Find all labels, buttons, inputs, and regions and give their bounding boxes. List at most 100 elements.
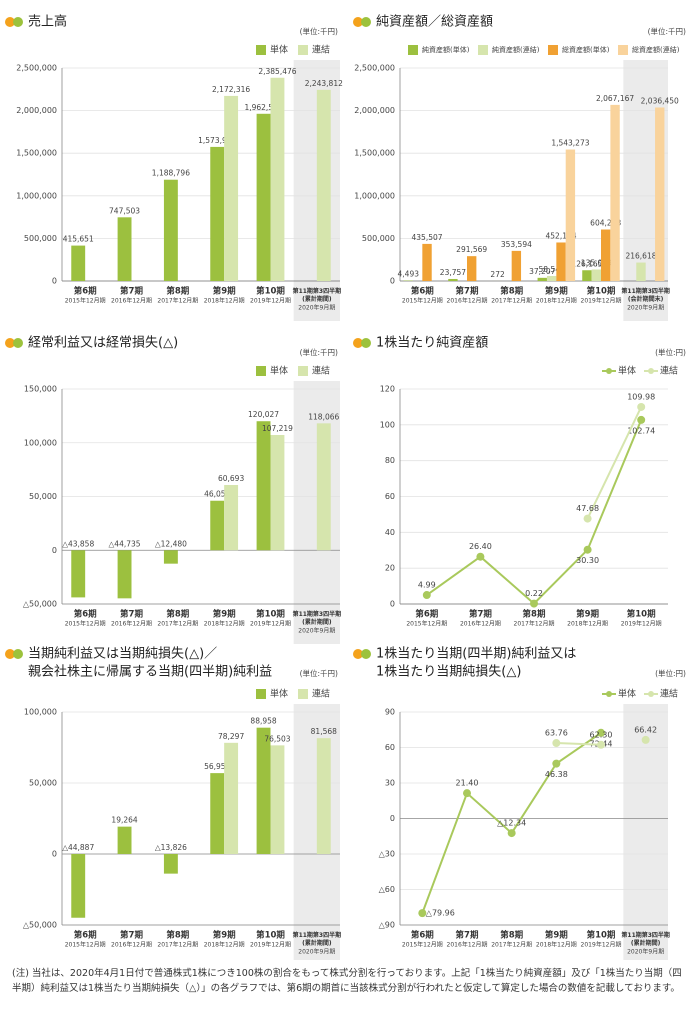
- legend-swatch: [606, 691, 612, 697]
- x-tick-label: 第10期: [256, 286, 285, 297]
- bar: [565, 149, 576, 281]
- x-tick-label: 第10期: [587, 930, 616, 941]
- y-tick-label: 2,000,000: [354, 106, 395, 115]
- y-tick-label: 1,500,000: [354, 149, 395, 158]
- x-tick-label: 第11期第3四半期(累計期間): [620, 931, 670, 947]
- y-tick-label: 2,000,000: [16, 106, 57, 115]
- chart-title: 1株当たり当期純損失(△): [376, 665, 521, 680]
- x-tick-label: 第8期: [166, 609, 189, 620]
- value-label: 58,546: [539, 265, 565, 274]
- x-tick-note: 2017年12月期: [157, 941, 198, 949]
- legend-label: 単体: [270, 44, 288, 56]
- legend-swatch: [548, 45, 558, 55]
- value-label: △12,480: [155, 539, 187, 548]
- y-tick-label: 0: [390, 277, 395, 286]
- x-tick-label: 第8期: [166, 930, 189, 941]
- x-tick-label-part: 第11期第3四半期: [292, 287, 342, 295]
- y-tick-label: 100,000: [24, 708, 57, 717]
- value-label: 2,172,316: [212, 85, 250, 94]
- chart-title: 1株当たり純資産額: [376, 335, 488, 351]
- bar: [636, 262, 646, 281]
- x-tick-note: 2020年9月期: [627, 948, 664, 956]
- x-tick-note: 2017年12月期: [491, 297, 532, 305]
- value-label: 109.98: [627, 392, 655, 401]
- value-label: 353,594: [501, 240, 532, 249]
- x-tick-note: 2017年12月期: [157, 620, 198, 628]
- x-tick-label-part: 第11期第3四半期: [292, 931, 342, 939]
- legend-label: 単体: [618, 365, 636, 377]
- y-tick-label: 60: [385, 492, 395, 501]
- bar: [270, 434, 285, 551]
- x-tick-note: 2017年12月期: [514, 620, 555, 628]
- point: [552, 759, 561, 768]
- x-tick-label: 第7期: [456, 286, 479, 297]
- value-label: 30.30: [576, 556, 599, 565]
- bar: [601, 229, 611, 281]
- x-tick-label: 第6期: [411, 930, 434, 941]
- y-tick-label: 50,000: [29, 779, 57, 788]
- highlight-band: [293, 60, 340, 321]
- x-tick-label: 第7期: [120, 609, 143, 620]
- value-label: △44,887: [62, 843, 94, 852]
- y-tick-label: 0: [390, 600, 395, 609]
- point: [418, 909, 427, 918]
- y-tick-label: △50,000: [23, 921, 57, 930]
- x-tick-label: 第8期: [166, 286, 189, 297]
- bar: [582, 270, 592, 281]
- legend-swatch: [648, 368, 654, 374]
- legend-swatch: [478, 45, 488, 55]
- highlight-band: [293, 704, 340, 960]
- value-label: 46,058: [204, 490, 230, 499]
- x-tick-label: 第11期第3四半期(累計期間): [292, 931, 342, 947]
- bar: [163, 550, 178, 564]
- value-label: 76,503: [264, 734, 290, 743]
- value-label: 21.40: [456, 779, 479, 788]
- point: [637, 415, 646, 424]
- footnote: (注) 当社は、2020年4月1日付で普通株式1株につき100株の割合をもって株…: [12, 968, 682, 994]
- x-tick-label: 第11期第3四半期(累計期間): [292, 610, 342, 626]
- x-tick-note: 2015年12月期: [65, 297, 106, 305]
- title-icon: [353, 17, 363, 27]
- y-tick-label: 80: [385, 456, 395, 465]
- value-label: △44,735: [109, 539, 141, 548]
- point: [552, 739, 561, 748]
- y-tick-label: 60: [385, 743, 395, 752]
- bar: [210, 773, 225, 854]
- y-tick-label: 0: [52, 546, 57, 555]
- bar: [117, 826, 132, 854]
- x-tick-note: 2017年12月期: [157, 297, 198, 305]
- x-tick-label: 第10期: [256, 930, 285, 941]
- bar: [256, 727, 271, 854]
- bar: [224, 485, 239, 551]
- legend-swatch: [256, 45, 266, 55]
- x-tick-label-part: (会計期間末): [628, 295, 664, 303]
- x-tick-note: 2015年12月期: [406, 620, 447, 628]
- point: [583, 514, 592, 523]
- chart-title: 1株当たり当期(四半期)純利益又は: [376, 647, 576, 662]
- value-label: 23,757: [440, 268, 466, 277]
- x-tick-note: 2015年12月期: [65, 620, 106, 628]
- value-label: 1,543,273: [551, 139, 589, 148]
- legend-label: 総資産額(単体): [562, 45, 610, 54]
- value-label: 0.22: [525, 589, 543, 598]
- bar: [71, 550, 86, 598]
- y-tick-label: 2,500,000: [16, 64, 57, 73]
- legend-label: 単体: [270, 688, 288, 700]
- x-tick-label-part: (累計期間): [302, 295, 332, 303]
- bar: [511, 250, 522, 281]
- x-tick-label: 第6期: [74, 609, 97, 620]
- value-label: 60,693: [218, 474, 244, 483]
- legend-label: 総資産額(連結): [632, 45, 680, 54]
- title-icon: [5, 17, 15, 27]
- bar: [316, 738, 331, 854]
- x-tick-label: 第7期: [456, 930, 479, 941]
- legend-swatch: [606, 368, 612, 374]
- bar: [316, 423, 331, 551]
- x-tick-label: 第6期: [415, 609, 438, 620]
- y-tick-label: △50,000: [23, 600, 57, 609]
- x-tick-label: 第8期: [500, 286, 523, 297]
- legend-label: 連結: [312, 44, 330, 56]
- x-tick-note: 2016年12月期: [111, 620, 152, 628]
- x-tick-label: 第10期: [627, 609, 656, 620]
